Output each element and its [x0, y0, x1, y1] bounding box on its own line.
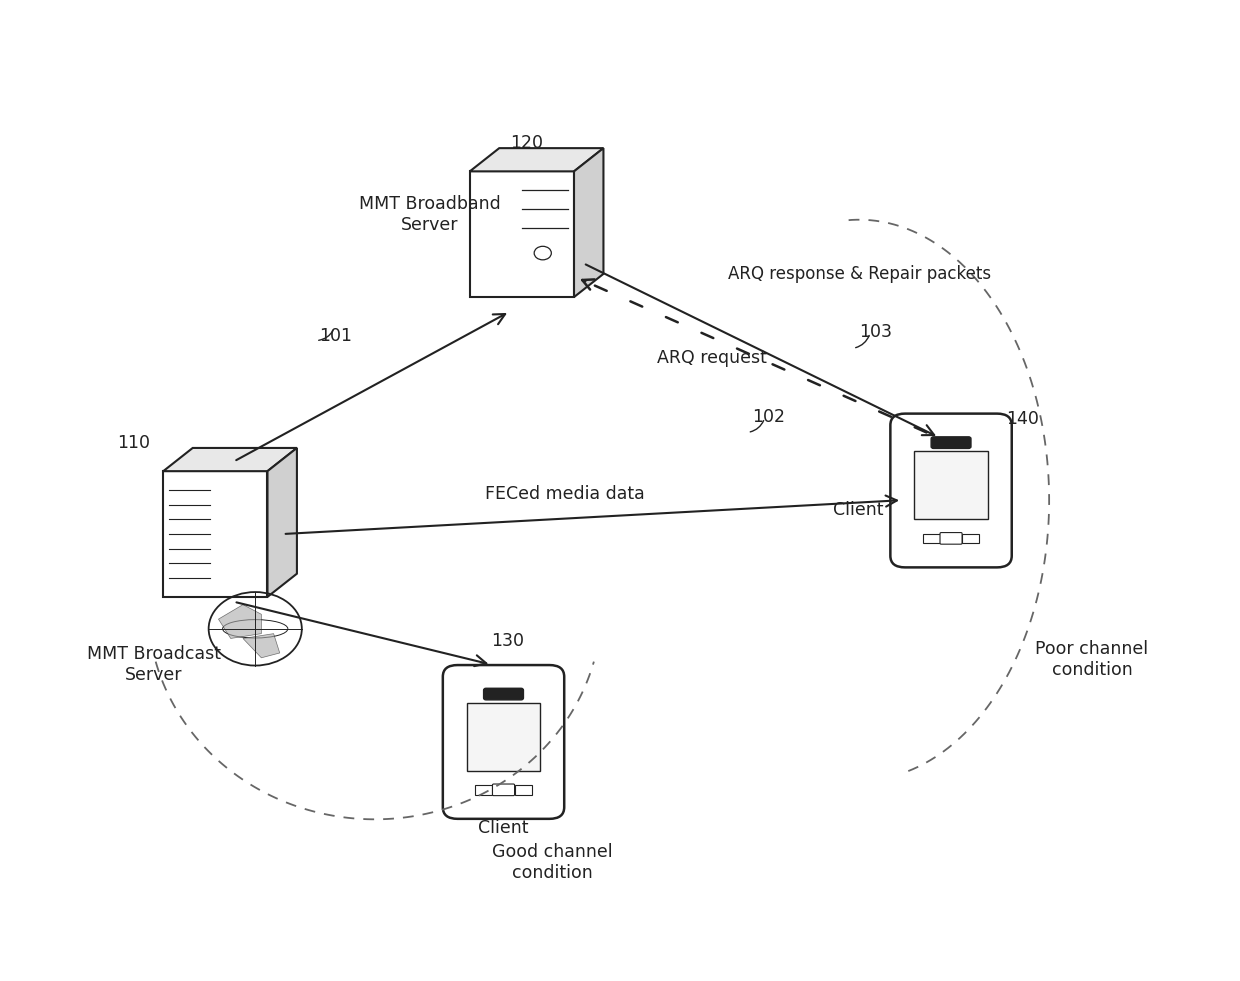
Polygon shape: [218, 604, 262, 639]
FancyBboxPatch shape: [914, 451, 988, 519]
Text: MMT Broadband
Server: MMT Broadband Server: [360, 195, 501, 234]
Text: 110: 110: [118, 434, 150, 452]
Text: 101: 101: [320, 327, 352, 344]
FancyBboxPatch shape: [890, 414, 1012, 567]
FancyBboxPatch shape: [940, 533, 962, 544]
FancyBboxPatch shape: [492, 784, 515, 796]
Polygon shape: [470, 148, 604, 172]
FancyBboxPatch shape: [931, 437, 971, 448]
Text: 120: 120: [510, 134, 543, 152]
Text: MMT Broadcast
Server: MMT Broadcast Server: [87, 645, 221, 684]
Polygon shape: [574, 148, 604, 297]
Text: 130: 130: [491, 632, 525, 650]
Text: 102: 102: [753, 408, 785, 426]
Polygon shape: [164, 471, 268, 596]
Text: Client: Client: [833, 501, 884, 519]
Text: 140: 140: [1006, 410, 1039, 428]
Polygon shape: [470, 172, 574, 297]
Text: ARQ request: ARQ request: [657, 348, 766, 367]
Polygon shape: [243, 634, 280, 658]
FancyBboxPatch shape: [515, 785, 532, 795]
Text: Client: Client: [479, 819, 528, 838]
Polygon shape: [164, 448, 296, 471]
Text: Poor channel
condition: Poor channel condition: [1035, 641, 1148, 679]
FancyBboxPatch shape: [443, 665, 564, 819]
FancyBboxPatch shape: [475, 785, 492, 795]
FancyBboxPatch shape: [484, 689, 523, 699]
FancyBboxPatch shape: [962, 534, 980, 543]
Text: 103: 103: [859, 323, 892, 340]
FancyBboxPatch shape: [466, 702, 541, 771]
FancyBboxPatch shape: [923, 534, 940, 543]
Text: ARQ response & Repair packets: ARQ response & Repair packets: [728, 265, 991, 283]
Polygon shape: [268, 448, 296, 596]
Text: FECed media data: FECed media data: [485, 485, 645, 503]
Text: Good channel
condition: Good channel condition: [492, 844, 613, 882]
